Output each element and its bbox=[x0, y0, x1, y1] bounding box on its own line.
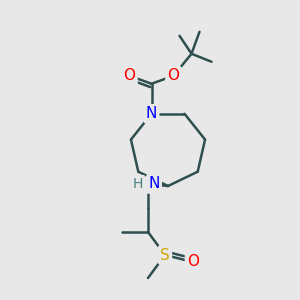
Text: H: H bbox=[133, 177, 143, 191]
Text: N: N bbox=[148, 176, 160, 191]
Text: O: O bbox=[187, 254, 199, 269]
Text: S: S bbox=[160, 248, 170, 262]
Text: O: O bbox=[167, 68, 179, 83]
Text: N: N bbox=[146, 106, 157, 121]
Text: O: O bbox=[124, 68, 136, 83]
